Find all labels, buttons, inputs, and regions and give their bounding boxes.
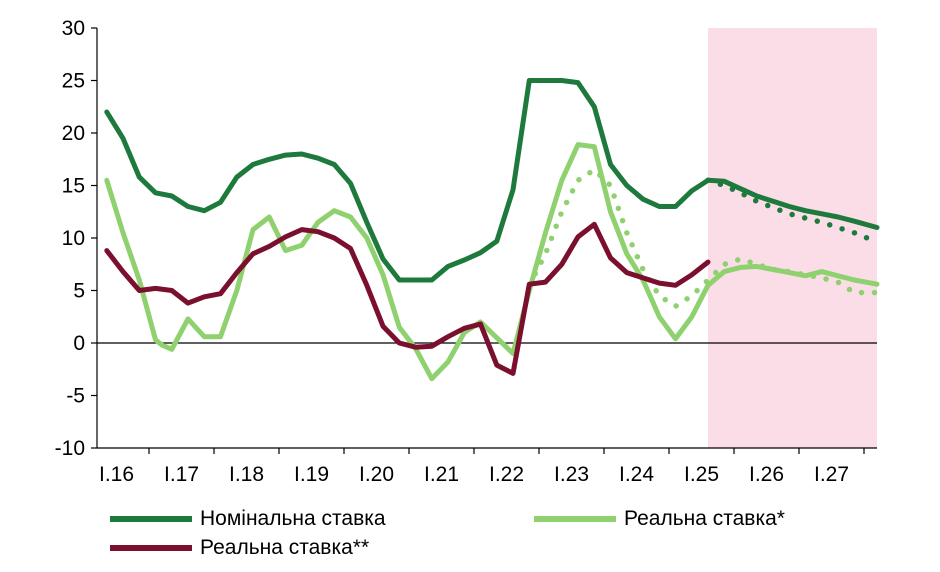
forecast-period-shading <box>708 28 877 448</box>
y-tick-label: 25 <box>62 70 85 93</box>
legend-label-real-rate-1: Реальна ставка* <box>624 507 785 530</box>
series-line-1-forecast <box>705 177 871 241</box>
x-tick-label: I.17 <box>164 463 199 486</box>
legend-swatch-real-rate-1 <box>534 516 616 522</box>
y-tick-label: 5 <box>73 280 85 303</box>
legend-swatch-nominal-rate <box>110 516 192 522</box>
y-tick-label: -5 <box>66 385 85 408</box>
legend-item-real-rate-2: Реальна ставка** <box>110 536 369 560</box>
legend-item-nominal-rate: Номінальна ставка <box>110 507 386 531</box>
x-tick-label: I.22 <box>489 463 524 486</box>
x-tick-label: I.25 <box>684 463 719 486</box>
x-tick-label: I.27 <box>814 463 849 486</box>
legend-label-real-rate-2: Реальна ставка** <box>200 536 370 559</box>
x-tick-label: I.16 <box>99 463 134 486</box>
x-tick-label: I.24 <box>619 463 654 486</box>
series-line-3-forecast <box>526 167 880 310</box>
x-tick-label: I.20 <box>359 463 394 486</box>
legend-swatch-real-rate-2 <box>110 545 192 551</box>
series-line-4 <box>104 221 711 376</box>
y-tick-label: 15 <box>62 175 85 198</box>
x-tick-label: I.18 <box>229 463 264 486</box>
x-tick-label: I.21 <box>424 463 459 486</box>
y-tick-label: -10 <box>55 437 85 460</box>
y-tick-label: 0 <box>73 332 85 355</box>
x-tick-label: I.26 <box>749 463 784 486</box>
legend-label-nominal-rate: Номінальна ставка <box>200 507 386 530</box>
y-tick-label: 30 <box>62 17 85 40</box>
y-tick-label: 10 <box>62 227 85 250</box>
legend-item-real-rate-1: Реальна ставка* <box>534 507 785 531</box>
x-tick-label: I.23 <box>554 463 589 486</box>
series-line-0 <box>104 78 880 283</box>
x-tick-label: I.19 <box>294 463 329 486</box>
y-tick-label: 20 <box>62 122 85 145</box>
